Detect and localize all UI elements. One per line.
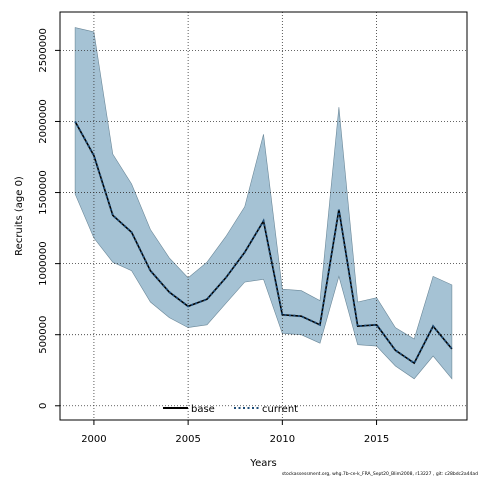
x-axis-title: Years: [249, 458, 276, 469]
y-tick-label-1: 500000: [38, 316, 49, 354]
y-axis-title: Recruits (age 0): [14, 176, 25, 256]
series-line-current: [74, 121, 453, 365]
y-tick-label-2: 1000000: [38, 241, 49, 286]
footer-text: stockassessment.org, whg.7b-ce-k_FRA_Sep…: [281, 472, 478, 477]
plot-frame: [59, 11, 468, 421]
legend-label-current: current: [262, 404, 298, 415]
y-tick-label-3: 1500000: [38, 170, 49, 215]
x-tick-label-1: 2005: [175, 434, 200, 445]
x-tick-label-0: 2000: [81, 434, 106, 445]
legend-label-base: base: [191, 404, 215, 415]
x-tick-label-3: 2015: [364, 434, 389, 445]
y-tick-label-4: 2000000: [38, 99, 49, 144]
y-tick-label-5: 2500000: [38, 28, 49, 73]
confidence-band: [74, 27, 453, 380]
x-tick-label-2: 2010: [270, 434, 295, 445]
y-tick-label-0: 0: [38, 403, 49, 409]
